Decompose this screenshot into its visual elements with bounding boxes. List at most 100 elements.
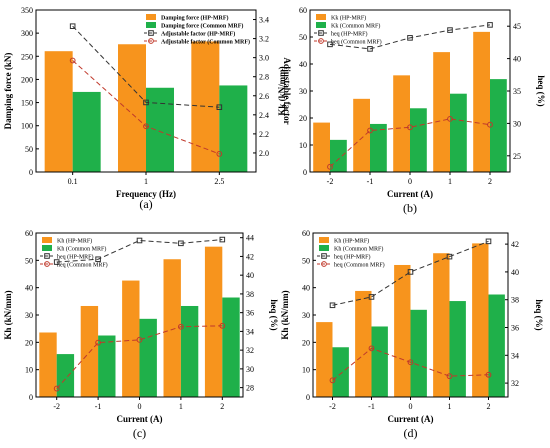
point-hp-mrf [446, 253, 453, 260]
point-common-mrf [447, 115, 453, 122]
bar-common-mrf [330, 139, 347, 172]
x-tick-label: 0 [408, 177, 412, 186]
y-right-tick-label: 2.6 [259, 92, 269, 101]
bar-common-mrf [450, 93, 467, 172]
point-hp-mrf [367, 46, 373, 52]
y-tick-label: 20 [302, 338, 310, 347]
legend-swatch-common-mrf [146, 22, 156, 28]
y-tick-label: 30 [302, 311, 310, 320]
y-tick-label: 40 [25, 284, 33, 293]
y-right-axis-title: Adjustable factor [282, 57, 292, 124]
legend-label-hp-mrf: heq (HP-MRF) [57, 254, 94, 261]
y-tick-label: 100 [21, 122, 33, 131]
bar-hp-mrf [118, 44, 146, 172]
x-axis-title: Current (A) [116, 414, 162, 424]
legend-label-hp-mrf: Damping force (HP-MRF) [161, 15, 229, 22]
y-tick-label: 10 [302, 366, 310, 375]
legend-marker-hp-mrf [318, 30, 324, 36]
y-tick-label: 20 [299, 114, 307, 123]
point-common-mrf [367, 127, 373, 134]
y-right-tick-label: 40 [513, 55, 521, 64]
bar-hp-mrf [44, 51, 73, 172]
bar-common-mrf [332, 347, 349, 397]
y-tick-label: 60 [299, 6, 307, 15]
bar-hp-mrf [316, 322, 333, 397]
x-tick-label: 1 [448, 177, 452, 186]
x-tick-label: 0 [138, 402, 142, 411]
bar-common-mrf [72, 91, 101, 172]
y-axis-title: Kk (kN/mm) [277, 66, 287, 115]
series-line-hp-mrf [332, 240, 489, 306]
point-common-mrf [95, 339, 101, 346]
panel-caption: (b) [403, 201, 417, 215]
y-tick-label: 0 [303, 168, 307, 177]
y-right-tick-label: 35 [513, 87, 521, 96]
y-right-tick-label: 30 [513, 119, 521, 128]
point-hp-mrf [407, 35, 413, 41]
bar-common-mrf [222, 297, 240, 397]
legend-label-common-mrf: Kh (Common MRF) [334, 246, 383, 253]
point-hp-mrf [136, 237, 143, 244]
legend-swatch-common-mrf [319, 245, 329, 251]
series-line-hp-mrf [329, 24, 491, 50]
y-tick-label: 60 [302, 229, 310, 238]
point-common-mrf [407, 124, 413, 131]
y-right-axis-title: heq (%) [536, 75, 546, 106]
bar-common-mrf [370, 123, 387, 172]
x-tick-label: 2.5 [214, 177, 224, 186]
y-tick-label: 350 [21, 6, 33, 15]
series-line-hp-mrf [72, 25, 220, 108]
point-hp-mrf [178, 240, 184, 247]
legend-label-common-mrf: heq (Common MRF) [57, 262, 108, 269]
point-hp-mrf [407, 269, 414, 275]
chart-panel-b: 0 10 20 30 40 50 60 25 30 35 40 45 -2 -1 0 1 2 Current (A… [277, 6, 546, 215]
bar-hp-mrf [191, 41, 220, 172]
bar-common-mrf [98, 335, 116, 397]
x-axis-title: Current (A) [387, 189, 433, 199]
bar-common-mrf [56, 354, 75, 397]
bar-hp-mrf [39, 332, 57, 397]
y-right-tick-label: 30 [246, 365, 254, 374]
x-tick-label: 1 [448, 402, 452, 411]
y-axis-title: Kh (kN/mm) [280, 290, 290, 339]
y-right-tick-label: 3.0 [259, 54, 269, 63]
y-right-tick-label: 36 [511, 324, 519, 333]
bar-hp-mrf [473, 31, 490, 173]
y-axis-title: Kh (kN/mm) [3, 290, 13, 339]
y-tick-label: 40 [302, 284, 310, 293]
point-hp-mrf [216, 104, 223, 111]
point-common-mrf [143, 123, 149, 130]
bar-common-mrf [219, 85, 248, 172]
y-tick-label: 60 [25, 229, 33, 238]
y-right-tick-label: 38 [511, 296, 519, 305]
legend-swatch-hp-mrf [319, 237, 329, 243]
x-tick-label: 0.1 [68, 177, 78, 186]
point-hp-mrf [69, 23, 76, 29]
legend-marker-hp-mrf [44, 253, 50, 259]
y-tick-label: 10 [25, 366, 33, 375]
legend-label-common-mrf: heq (Common MRF) [331, 39, 382, 46]
point-hp-mrf [329, 302, 336, 309]
series-line-common-mrf [72, 60, 220, 155]
legend-label-common-mrf: Kh (Common MRF) [57, 246, 106, 253]
panel-caption: (c) [133, 426, 146, 440]
bar-common-mrf [139, 318, 157, 397]
point-common-mrf [216, 150, 223, 157]
point-common-mrf [368, 345, 375, 352]
x-tick-label: 2 [488, 177, 492, 186]
legend-label-hp-mrf: Kk (HP-MRF) [331, 15, 366, 22]
series-line-common-mrf [329, 118, 491, 168]
x-tick-label: 1 [144, 177, 148, 186]
x-tick-label: -2 [327, 177, 334, 186]
legend-label-common-mrf: heq (Common MRF) [334, 262, 385, 269]
x-tick-label: 1 [179, 402, 183, 411]
bar-hp-mrf [394, 264, 411, 397]
point-hp-mrf [487, 22, 493, 28]
bar-common-mrf [146, 87, 174, 172]
y-axis-title: Damping force (kN) [3, 53, 13, 130]
legend-marker-hp-mrf [148, 30, 154, 36]
legend-label-common-mrf: Kk (Common MRF) [331, 23, 380, 30]
y-right-tick-label: 42 [511, 240, 519, 249]
bar-common-mrf [180, 305, 199, 397]
